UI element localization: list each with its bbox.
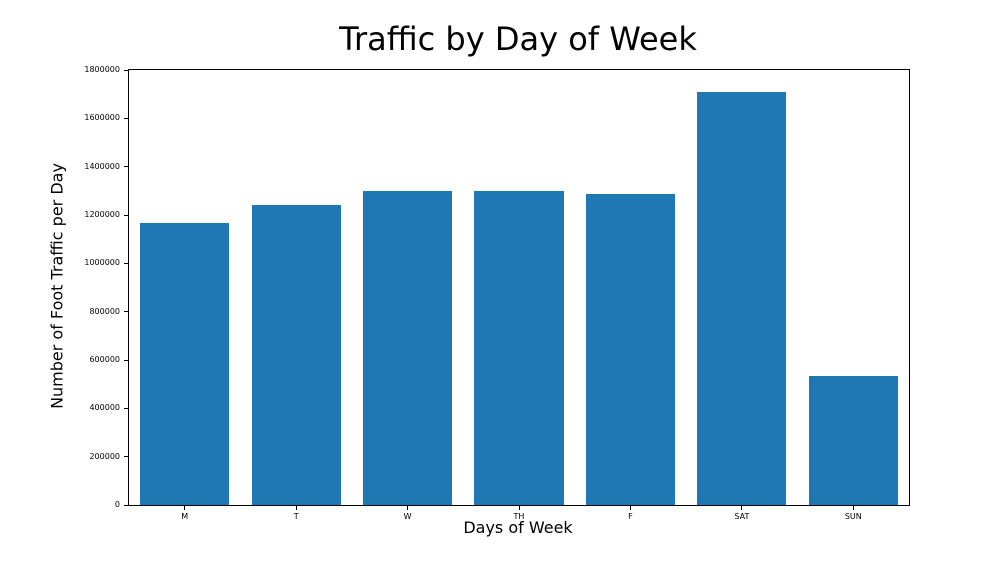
x-tick-mark <box>741 506 743 510</box>
x-tick-label-f: F <box>628 512 633 521</box>
y-tick-mark <box>124 407 128 409</box>
y-tick-mark <box>124 359 128 361</box>
x-axis-label: Days of Week <box>463 518 573 537</box>
y-tick-label: 400000 <box>89 403 120 413</box>
y-tick-label: 1000000 <box>84 258 120 268</box>
bar-m <box>140 223 230 505</box>
x-tick-label-sun: SUN <box>844 512 862 521</box>
x-tick-mark <box>629 506 631 510</box>
bar-sun <box>808 375 898 505</box>
y-tick-mark <box>124 166 128 168</box>
y-tick-label: 1200000 <box>84 210 120 219</box>
y-tick-mark <box>124 117 128 119</box>
bar-th <box>474 190 564 505</box>
plot-area: 0 200000 400000 600000 800000 1000000 1200000 1… <box>84 65 910 521</box>
bar-t <box>251 205 341 505</box>
bar-w <box>363 190 453 505</box>
y-tick-mark <box>124 311 128 313</box>
x-tick-label-th: TH <box>513 512 525 521</box>
y-tick-mark <box>124 262 128 264</box>
y-tick-mark <box>124 504 128 506</box>
y-tick-mark <box>124 69 128 71</box>
y-tick-mark <box>124 214 128 216</box>
x-tick-mark <box>852 506 854 510</box>
bar-f <box>585 194 675 505</box>
x-tick-label-w: W <box>403 512 412 521</box>
x-tick-label-t: T <box>293 512 299 521</box>
y-tick-label: 800000 <box>89 306 120 316</box>
x-tick-label-m: M <box>181 512 189 521</box>
x-tick-label-sat: SAT <box>734 512 750 521</box>
y-tick-label: 200000 <box>89 451 120 461</box>
x-tick-mark <box>407 506 409 510</box>
y-axis-label: Number of Foot Traffic per Day <box>47 163 67 409</box>
y-tick-label: 1600000 <box>84 113 120 123</box>
y-tick-label: 600000 <box>89 355 120 364</box>
chart-title: Traffic by Day of Week <box>339 20 697 58</box>
y-tick-label: 0 <box>114 500 120 509</box>
x-tick-mark <box>295 506 297 510</box>
bar-sat <box>697 91 787 505</box>
x-tick-mark <box>518 506 520 510</box>
y-tick-label: 1800000 <box>84 65 120 74</box>
y-tick-label: 1400000 <box>84 161 120 171</box>
y-tick-mark <box>124 456 128 458</box>
x-tick-mark <box>184 506 186 510</box>
